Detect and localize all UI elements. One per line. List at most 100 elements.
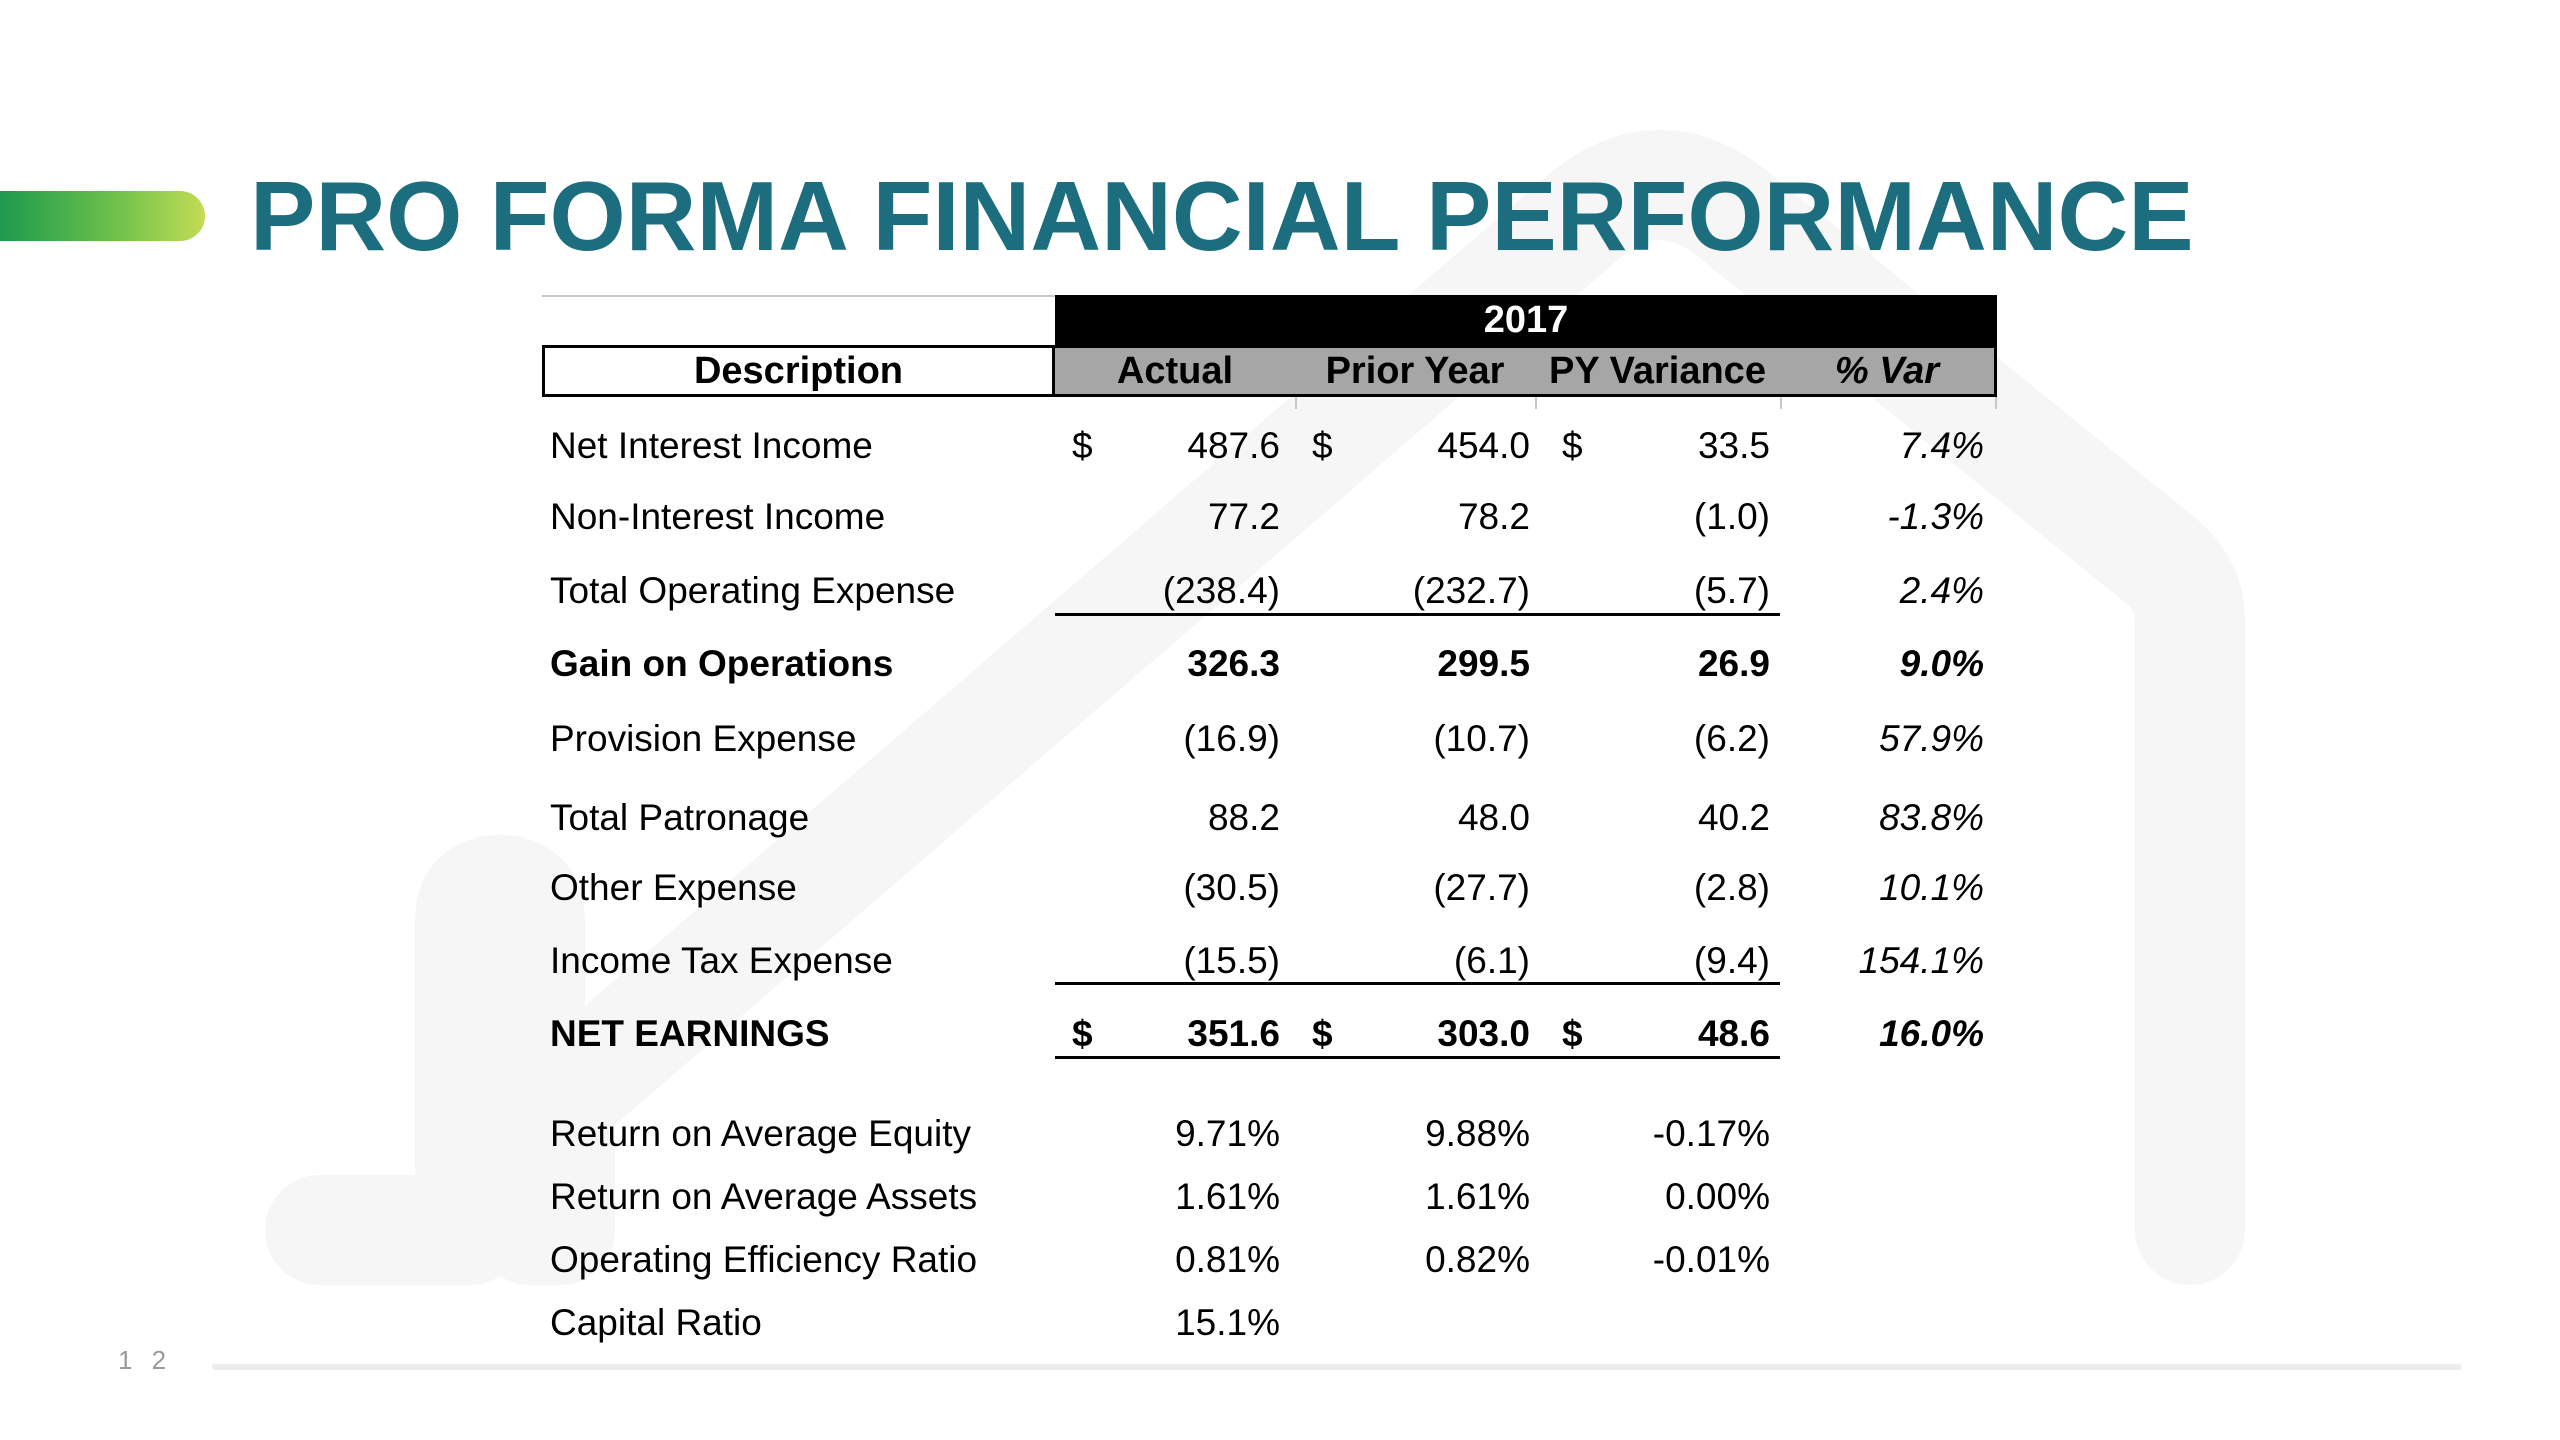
table-row: Provision Expense (16.9) (10.7) (6.2) 57…	[542, 709, 1997, 769]
ratio-variance	[1572, 1293, 1770, 1353]
actual-value: (238.4)	[1162, 570, 1280, 611]
pct-var-value: 9.0%	[1899, 643, 1984, 684]
ratio-variance: 0.00%	[1665, 1176, 1770, 1217]
pct-var-value: 2.4%	[1899, 570, 1984, 611]
prior-year-header: Prior Year	[1325, 350, 1505, 392]
row-label: Provision Expense	[550, 718, 857, 759]
variance-value: 26.9	[1697, 643, 1770, 684]
ratio-label: Operating Efficiency Ratio	[550, 1239, 978, 1280]
table-row: Non-Interest Income 77.2 78.2 (1.0) -1.3…	[542, 487, 1997, 547]
actual-value: 487.6	[1187, 425, 1280, 466]
table-row: NET EARNINGS $ 351.6 $ 303.0 $ 48.6 16.0…	[542, 1004, 1997, 1064]
row-label: NET EARNINGS	[550, 1013, 830, 1054]
ratio-actual: 15.1%	[1175, 1302, 1280, 1343]
variance-value: (1.0)	[1693, 496, 1770, 537]
pct-var-value: 83.8%	[1879, 797, 1984, 838]
ratio-variance: -0.01%	[1652, 1239, 1770, 1280]
total-rule	[1055, 1056, 1780, 1059]
ratio-label: Capital Ratio	[550, 1302, 762, 1343]
financial-table: 2017 Description Actual Prior Year PY Va…	[542, 295, 1997, 1355]
prior-value: 48.0	[1457, 797, 1530, 838]
table-row: Other Expense (30.5) (27.7) (2.8) 10.1%	[542, 858, 1997, 918]
variance-value: 40.2	[1697, 797, 1770, 838]
prior-value: 78.2	[1457, 496, 1530, 537]
ratio-actual: 9.71%	[1175, 1113, 1280, 1154]
ratio-prior: 1.61%	[1425, 1176, 1530, 1217]
pct-var-value: 57.9%	[1879, 718, 1984, 759]
variance-value: (5.7)	[1693, 570, 1770, 611]
variance-value: (2.8)	[1693, 867, 1770, 908]
ratio-actual: 1.61%	[1175, 1176, 1280, 1217]
page-number: 1 2	[118, 1345, 173, 1375]
table-row: Total Operating Expense (238.4) (232.7) …	[542, 561, 1997, 621]
row-label: Net Interest Income	[550, 425, 873, 466]
ratio-row: Operating Efficiency Ratio 0.81% 0.82% -…	[542, 1230, 1997, 1290]
column-separator	[1295, 397, 1297, 409]
variance-currency: $	[1562, 1013, 1583, 1054]
column-separator	[1780, 397, 1782, 409]
ratio-variance: -0.17%	[1652, 1113, 1770, 1154]
ratio-row: Return on Average Equity 9.71% 9.88% -0.…	[542, 1104, 1997, 1164]
row-label: Income Tax Expense	[550, 940, 893, 981]
actual-value: 351.6	[1187, 1013, 1280, 1054]
prior-value: (27.7)	[1433, 867, 1530, 908]
pct-var-value: 10.1%	[1879, 867, 1984, 908]
column-separator	[1995, 397, 1997, 409]
variance-value: 33.5	[1697, 425, 1770, 466]
actual-value: (16.9)	[1183, 718, 1280, 759]
footer-line	[212, 1364, 2462, 1370]
pct-var-value: 7.4%	[1899, 425, 1984, 466]
prior-currency: $	[1312, 1013, 1333, 1054]
row-label: Gain on Operations	[550, 643, 894, 684]
actual-header: Actual	[1116, 350, 1234, 392]
pct-var-value: 16.0%	[1879, 1013, 1984, 1054]
prior-value: (232.7)	[1412, 570, 1530, 611]
accent-bar	[0, 191, 205, 241]
ratio-row: Return on Average Assets 1.61% 1.61% 0.0…	[542, 1167, 1997, 1227]
table-row: Income Tax Expense (15.5) (6.1) (9.4) 15…	[542, 931, 1997, 991]
actual-currency: $	[1072, 1013, 1093, 1054]
ratio-label: Return on Average Equity	[550, 1113, 971, 1154]
prior-currency: $	[1312, 425, 1333, 466]
table-row: Gain on Operations 326.3 299.5 26.9 9.0%	[542, 634, 1997, 694]
table-row: Net Interest Income $ 487.6 $ 454.0 $ 33…	[542, 416, 1997, 476]
pct-var-value: -1.3%	[1887, 496, 1984, 537]
pct-var-value: 154.1%	[1858, 940, 1985, 981]
actual-value: 88.2	[1207, 797, 1280, 838]
variance-value: (9.4)	[1693, 940, 1770, 981]
subtotal-rule	[1055, 982, 1780, 985]
variance-value: 48.6	[1697, 1013, 1770, 1054]
prior-value: (6.1)	[1453, 940, 1530, 981]
description-header: Description	[542, 345, 1055, 397]
variance-value: (6.2)	[1693, 718, 1770, 759]
ratio-prior	[1322, 1293, 1530, 1353]
actual-currency: $	[1072, 425, 1093, 466]
subtotal-rule	[1055, 613, 1780, 616]
column-header-band: Actual Prior Year PY Variance % Var	[1055, 345, 1997, 397]
prior-value: (10.7)	[1433, 718, 1530, 759]
variance-currency: $	[1562, 425, 1583, 466]
py-variance-header: PY Variance	[1549, 350, 1766, 392]
actual-value: 326.3	[1187, 643, 1280, 684]
page-title: PRO FORMA FINANCIAL PERFORMANCE	[250, 161, 2194, 271]
column-separator	[1535, 397, 1537, 409]
prior-value: 454.0	[1437, 425, 1530, 466]
actual-value: (30.5)	[1183, 867, 1280, 908]
ratio-label: Return on Average Assets	[550, 1176, 978, 1217]
row-label: Total Patronage	[550, 797, 810, 838]
description-top-border	[542, 295, 1055, 297]
actual-value: 77.2	[1207, 496, 1280, 537]
ratio-prior: 9.88%	[1425, 1113, 1530, 1154]
actual-value: (15.5)	[1183, 940, 1280, 981]
prior-value: 299.5	[1437, 643, 1530, 684]
ratio-prior: 0.82%	[1425, 1239, 1530, 1280]
year-header: 2017	[1055, 295, 1997, 345]
row-label: Non-Interest Income	[550, 496, 886, 537]
row-label: Other Expense	[550, 867, 797, 908]
row-label: Total Operating Expense	[550, 570, 956, 611]
prior-value: 303.0	[1437, 1013, 1530, 1054]
ratio-row: Capital Ratio 15.1%	[542, 1293, 1997, 1353]
ratio-actual: 0.81%	[1175, 1239, 1280, 1280]
table-row: Total Patronage 88.2 48.0 40.2 83.8%	[542, 788, 1997, 848]
